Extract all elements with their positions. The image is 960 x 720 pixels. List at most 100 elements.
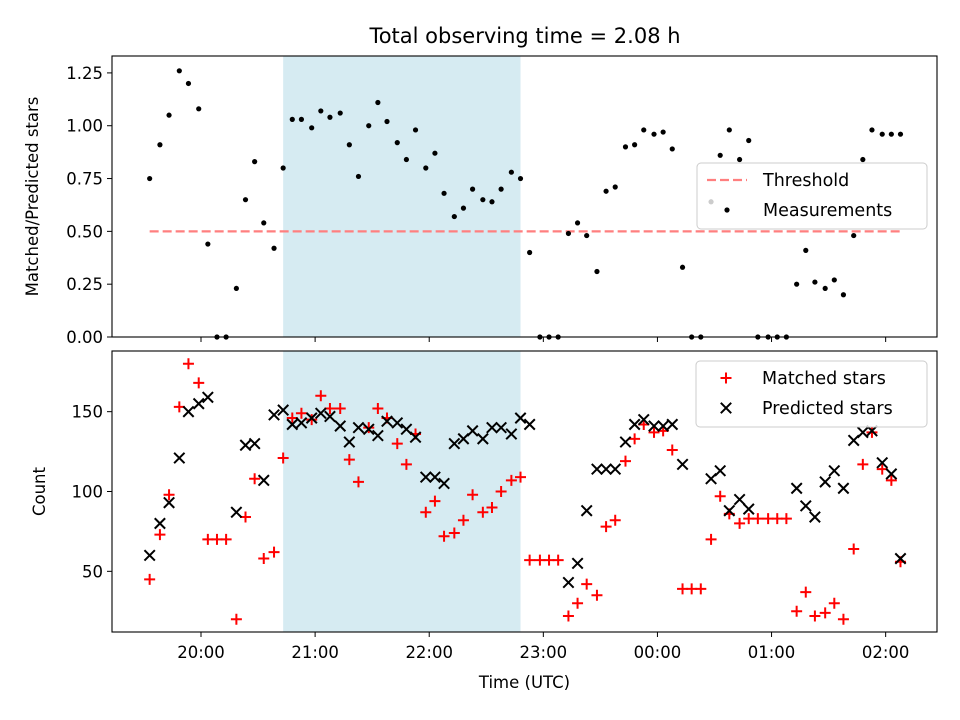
data-point [182, 358, 194, 370]
data-point [480, 197, 486, 203]
data-point [828, 464, 841, 477]
data-point [580, 504, 593, 517]
data-point [666, 418, 679, 431]
data-point [600, 521, 612, 533]
data-point [574, 220, 581, 226]
data-point [860, 156, 866, 163]
data-point [432, 150, 438, 156]
data-point [429, 471, 441, 484]
legend-label: Measurements [763, 201, 892, 221]
data-point [343, 454, 355, 466]
y-tick-label: 1.00 [66, 117, 103, 136]
data-point [182, 405, 195, 418]
legend-entry: Measurements [724, 201, 892, 221]
data-point [486, 501, 498, 513]
data-point [352, 476, 364, 488]
data-point [612, 184, 618, 190]
data-point [261, 220, 267, 226]
data-point [477, 506, 489, 518]
data-point [280, 165, 286, 171]
data-point [527, 249, 533, 256]
data-point [581, 578, 593, 590]
data-point [143, 549, 156, 562]
data-point [524, 554, 536, 566]
data-point [505, 474, 517, 486]
y-tick-label: 0.50 [66, 222, 103, 241]
data-point [746, 137, 752, 144]
data-point [371, 429, 384, 442]
data-point [733, 493, 746, 506]
data-point [334, 420, 347, 432]
data-point [651, 131, 657, 137]
data-point [641, 127, 647, 133]
data-point [628, 418, 641, 431]
data-point [840, 292, 847, 298]
legend: Matched stars Predicted stars [695, 360, 928, 428]
data-point [343, 436, 356, 448]
data-point [277, 404, 290, 416]
count-panel: 50 100 150 20:00 21:00 22:00 23:00 00:00 01:00 02… [30, 350, 938, 692]
data-point [851, 232, 857, 239]
data-point [489, 199, 495, 205]
y-tick-label: 150 [72, 403, 104, 422]
data-point [318, 108, 324, 114]
data-point [828, 597, 840, 609]
data-point [660, 129, 666, 135]
data-point [257, 474, 270, 487]
data-point [286, 418, 299, 431]
data-point [154, 529, 166, 541]
data-point [394, 140, 400, 146]
data-point [894, 552, 907, 565]
data-point [185, 80, 192, 87]
highlight-span [283, 351, 521, 632]
data-point [679, 264, 686, 270]
data-point [714, 490, 726, 502]
data-point [258, 553, 270, 565]
y-axis-label: Count [30, 466, 49, 516]
data-point [619, 436, 632, 448]
data-point [366, 123, 372, 129]
data-point [375, 99, 381, 106]
data-point [147, 175, 153, 182]
data-point [888, 131, 894, 137]
data-point [603, 188, 609, 194]
data-point [196, 106, 202, 112]
data-point [517, 175, 524, 182]
data-point [629, 433, 641, 445]
data-point [876, 456, 889, 469]
legend-box [695, 360, 928, 428]
data-point [403, 156, 409, 163]
data-point [295, 407, 307, 419]
data-point [163, 489, 175, 501]
data-point [609, 514, 621, 526]
data-point [314, 407, 327, 420]
data-point [562, 576, 575, 589]
data-point [230, 613, 242, 625]
data-point [467, 489, 479, 501]
data-point [409, 431, 422, 444]
data-point [457, 514, 469, 526]
legend-box [696, 162, 928, 230]
data-point [822, 285, 828, 292]
ratio-panel: 0.00 0.25 0.50 0.75 1.00 1.25 Matched/Predicte… [23, 55, 938, 347]
data-point [448, 527, 460, 539]
data-point [239, 439, 252, 452]
data-point [419, 471, 432, 484]
data-point [515, 471, 527, 483]
data-point [794, 281, 800, 287]
data-point [869, 127, 875, 133]
data-point [831, 277, 837, 283]
y-tick-label: 1.25 [66, 64, 103, 83]
data-point [705, 533, 717, 545]
data-point [591, 463, 603, 476]
legend-label: Predicted stars [762, 399, 893, 419]
data-point [469, 186, 476, 192]
data-point [173, 452, 186, 464]
series-matched-stars [144, 358, 906, 625]
data-point [571, 557, 584, 570]
data-point [819, 607, 831, 619]
data-point [157, 142, 163, 148]
data-point [637, 413, 650, 426]
data-point [391, 416, 404, 429]
data-point [384, 118, 390, 125]
